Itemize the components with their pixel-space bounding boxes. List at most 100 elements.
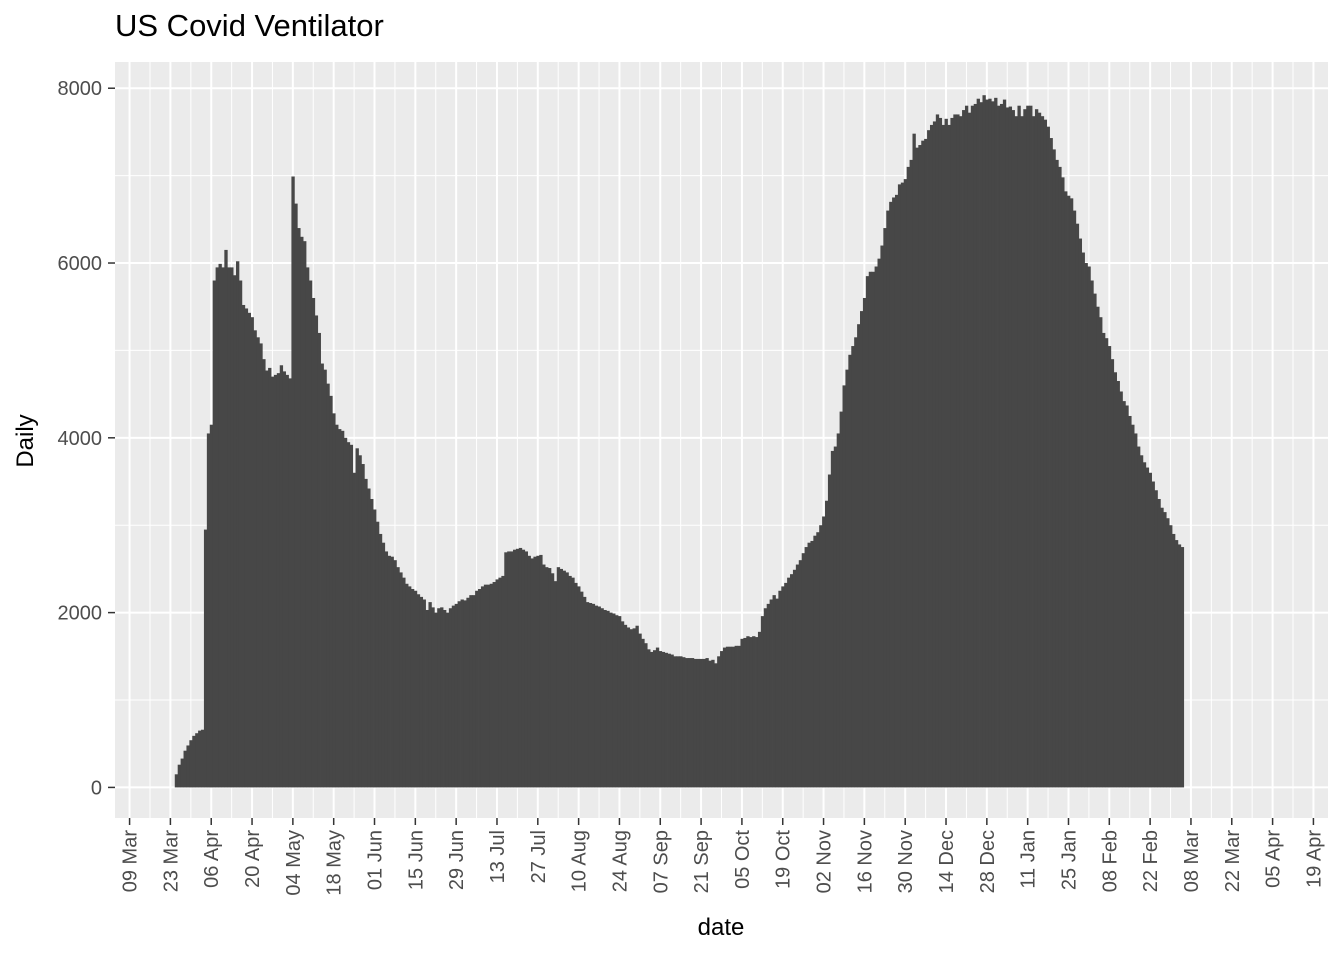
y-axis-ticks: 0 2000 4000 6000 8000 — [58, 78, 115, 799]
bar — [746, 636, 750, 788]
bar — [352, 472, 356, 788]
bar — [236, 261, 240, 788]
bar — [749, 637, 753, 788]
bar — [308, 280, 313, 788]
bar — [737, 645, 741, 788]
bar — [985, 99, 989, 788]
bar — [897, 184, 902, 788]
bar — [448, 608, 453, 788]
bar — [784, 582, 788, 788]
y-tick-label: 4000 — [58, 428, 103, 450]
bar — [297, 228, 301, 788]
bar — [329, 395, 333, 788]
bar — [405, 583, 409, 788]
bar — [469, 595, 473, 788]
bar — [233, 275, 237, 788]
bar — [203, 529, 208, 788]
bar — [781, 586, 785, 788]
bar — [644, 643, 648, 788]
bar — [510, 551, 514, 788]
bar — [1040, 116, 1045, 788]
bar — [186, 745, 190, 788]
bar — [1142, 462, 1147, 788]
bar — [303, 241, 307, 788]
bar — [752, 636, 756, 788]
bar — [492, 582, 496, 788]
bar — [542, 564, 546, 788]
x-tick-label: 24 Aug — [609, 830, 631, 892]
x-tick-label: 25 Jan — [1058, 830, 1080, 890]
bar — [1157, 498, 1161, 788]
x-tick-label: 02 Nov — [814, 830, 836, 893]
bar — [999, 103, 1004, 788]
bar — [1061, 177, 1065, 788]
bar — [314, 315, 319, 788]
bar — [416, 594, 421, 788]
bar — [871, 271, 875, 788]
bar — [390, 556, 394, 788]
bar — [402, 577, 406, 788]
bar — [597, 606, 601, 788]
bar — [195, 733, 199, 788]
bar — [340, 430, 345, 788]
bar — [489, 583, 494, 788]
bar — [1090, 280, 1094, 788]
bar — [623, 624, 628, 788]
x-tick-label: 19 Oct — [773, 830, 795, 889]
bar — [247, 312, 251, 788]
bar — [265, 370, 269, 788]
x-tick-label: 01 Jun — [365, 830, 387, 890]
bar — [399, 572, 403, 788]
bar — [894, 194, 899, 788]
bar — [256, 337, 260, 788]
bar — [1169, 525, 1173, 788]
bar — [189, 740, 193, 788]
bar — [1116, 381, 1120, 788]
bar — [845, 369, 849, 788]
x-tick-label: 14 Dec — [936, 830, 958, 893]
bar — [463, 600, 467, 788]
bar — [291, 176, 295, 788]
bar — [524, 551, 528, 788]
bar — [262, 359, 266, 788]
bar — [241, 304, 246, 788]
bar — [460, 599, 464, 788]
bar — [1084, 263, 1088, 788]
bar — [230, 267, 234, 788]
bar — [988, 98, 992, 788]
bar — [480, 586, 485, 788]
bar — [757, 631, 762, 788]
bar — [839, 411, 843, 788]
bar — [562, 570, 566, 788]
bar — [215, 267, 219, 788]
bar — [539, 554, 543, 788]
bar — [798, 560, 803, 788]
bar — [1029, 105, 1033, 788]
bar — [545, 567, 549, 788]
bar — [652, 650, 657, 788]
bar — [384, 551, 389, 788]
bar — [959, 116, 963, 788]
bar — [583, 596, 587, 788]
bar — [419, 596, 424, 788]
bar — [862, 297, 867, 788]
bar — [889, 201, 893, 788]
bar — [1137, 446, 1141, 788]
bar — [626, 627, 631, 788]
bar — [679, 656, 683, 788]
bar — [1163, 512, 1167, 788]
bar — [693, 658, 698, 788]
bar — [431, 607, 435, 788]
bar — [1081, 252, 1085, 788]
bar — [445, 612, 450, 788]
bar-series — [174, 95, 1185, 788]
bar — [355, 448, 359, 788]
bar — [1160, 507, 1164, 788]
bar — [612, 613, 616, 788]
bar — [769, 599, 773, 788]
bar — [932, 121, 937, 788]
bar — [1102, 332, 1106, 788]
x-tick-label: 13 Jul — [487, 830, 509, 883]
bar — [711, 659, 715, 788]
bar — [827, 474, 832, 788]
